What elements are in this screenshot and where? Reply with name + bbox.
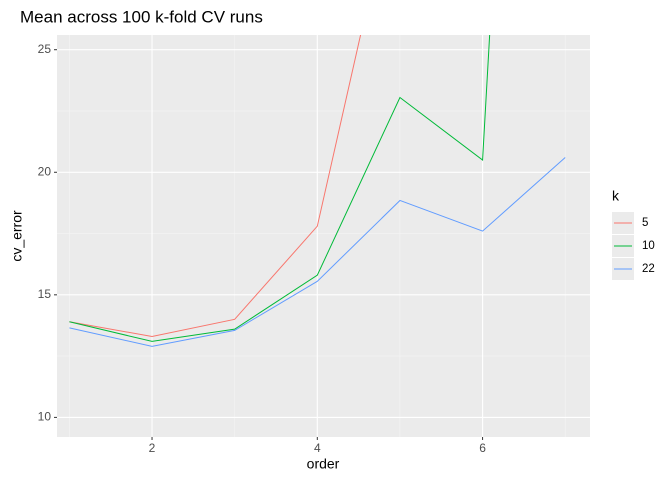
x-tick-label: 6 [479, 441, 486, 455]
y-tick-label: 25 [38, 42, 52, 56]
chart-title: Mean across 100 k-fold CV runs [20, 7, 263, 26]
legend-label: 10 [642, 240, 655, 252]
x-tick-label: 4 [314, 441, 321, 455]
legend-label: 5 [642, 217, 648, 229]
y-tick-label: 20 [38, 164, 52, 178]
series-line [69, 157, 566, 347]
x-tick-label: 2 [149, 441, 156, 455]
grid [57, 35, 590, 437]
panel [57, 35, 590, 437]
series-line [69, 35, 362, 338]
y-tick-label: 10 [38, 410, 52, 424]
legend-title: k [612, 188, 620, 204]
legend-label: 22 [642, 263, 655, 275]
y-tick-label: 15 [38, 287, 52, 301]
series-line [69, 35, 491, 342]
plot-lines [69, 35, 566, 347]
x-axis-title: order [307, 456, 340, 472]
y-axis-title: cv_error [9, 210, 25, 262]
